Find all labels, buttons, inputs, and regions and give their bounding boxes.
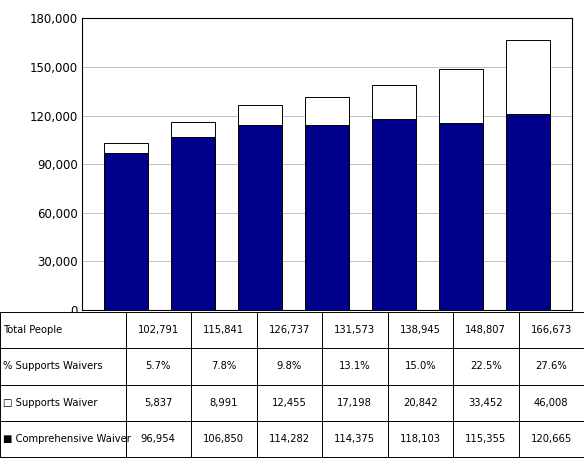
- Text: 138,945: 138,945: [400, 325, 441, 335]
- Text: 96,954: 96,954: [141, 434, 176, 444]
- Text: Total People: Total People: [3, 325, 62, 335]
- Text: 120,665: 120,665: [531, 434, 572, 444]
- Text: 13.1%: 13.1%: [339, 361, 371, 371]
- Bar: [238, 125, 281, 310]
- Text: 166,673: 166,673: [531, 325, 572, 335]
- Bar: [104, 143, 148, 153]
- Bar: [104, 153, 148, 310]
- Text: 22.5%: 22.5%: [470, 361, 502, 371]
- Text: 126,737: 126,737: [269, 325, 310, 335]
- Text: 33,452: 33,452: [468, 398, 503, 408]
- Text: 115,355: 115,355: [465, 434, 506, 444]
- Text: 118,103: 118,103: [400, 434, 441, 444]
- Text: ■ Comprehensive Waiver: ■ Comprehensive Waiver: [3, 434, 131, 444]
- Text: 15.0%: 15.0%: [405, 361, 436, 371]
- Text: 5,837: 5,837: [144, 398, 172, 408]
- Text: 102,791: 102,791: [138, 325, 179, 335]
- Bar: [373, 119, 416, 310]
- Text: 20,842: 20,842: [403, 398, 437, 408]
- Text: □ Supports Waiver: □ Supports Waiver: [3, 398, 98, 408]
- Bar: [305, 125, 349, 310]
- Text: 27.6%: 27.6%: [536, 361, 567, 371]
- Text: 46,008: 46,008: [534, 398, 568, 408]
- Text: 148,807: 148,807: [465, 325, 506, 335]
- Bar: [238, 104, 281, 125]
- Bar: [439, 69, 483, 123]
- Text: 5.7%: 5.7%: [145, 361, 171, 371]
- Text: 131,573: 131,573: [334, 325, 376, 335]
- Text: 9.8%: 9.8%: [277, 361, 302, 371]
- Bar: [439, 123, 483, 310]
- Text: 114,282: 114,282: [269, 434, 310, 444]
- Text: 7.8%: 7.8%: [211, 361, 237, 371]
- Text: 115,841: 115,841: [203, 325, 244, 335]
- Bar: [171, 137, 215, 310]
- Bar: [373, 85, 416, 119]
- Text: % Supports Waivers: % Supports Waivers: [3, 361, 103, 371]
- Text: 114,375: 114,375: [334, 434, 376, 444]
- Text: 17,198: 17,198: [338, 398, 372, 408]
- Text: 12,455: 12,455: [272, 398, 307, 408]
- Bar: [506, 115, 550, 310]
- Bar: [305, 97, 349, 125]
- Text: 8,991: 8,991: [210, 398, 238, 408]
- Bar: [171, 122, 215, 137]
- Bar: [506, 40, 550, 115]
- Text: 106,850: 106,850: [203, 434, 244, 444]
